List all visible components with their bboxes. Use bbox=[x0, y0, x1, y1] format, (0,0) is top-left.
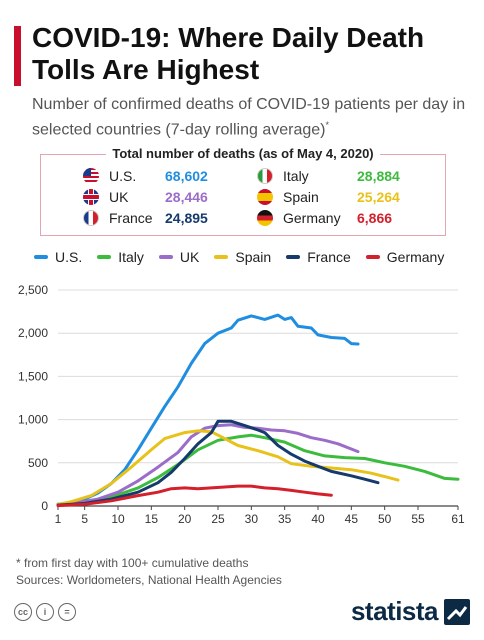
legend-label: U.S. bbox=[55, 249, 83, 265]
legend-label: Germany bbox=[386, 249, 445, 265]
germany-flag-icon bbox=[257, 210, 273, 226]
series-line-spain bbox=[56, 429, 400, 506]
legend-swatch bbox=[214, 255, 229, 259]
legend-item: Italy bbox=[97, 249, 144, 265]
total-row-uk: UK 28,446 bbox=[83, 187, 208, 207]
uk-flag-icon bbox=[83, 189, 99, 205]
total-row-germany: Germany 6,866 bbox=[257, 208, 392, 228]
legend-label: France bbox=[307, 249, 351, 265]
y-tick-label: 2,000 bbox=[18, 326, 48, 340]
total-country: U.S. bbox=[109, 168, 137, 184]
series-line-uk bbox=[56, 423, 360, 506]
total-value: 68,602 bbox=[165, 168, 208, 184]
legend-swatch bbox=[34, 255, 48, 259]
x-tick-label: 61 bbox=[451, 512, 465, 526]
total-country: France bbox=[109, 210, 153, 226]
italy-flag-icon bbox=[257, 168, 273, 184]
y-tick-label: 0 bbox=[41, 499, 48, 513]
totals-heading: Total number of deaths (as of May 4, 202… bbox=[106, 146, 380, 161]
x-tick-label: 35 bbox=[278, 512, 292, 526]
legend-label: Italy bbox=[118, 249, 144, 265]
attribution-icon[interactable]: i bbox=[36, 603, 54, 621]
total-row-france: France 24,895 bbox=[83, 208, 208, 228]
france-flag-icon bbox=[83, 210, 99, 226]
total-row-italy: Italy 28,884 bbox=[257, 166, 400, 186]
legend-label: UK bbox=[179, 249, 200, 265]
total-country: Germany bbox=[283, 210, 341, 226]
sources-note: Sources: Worldometers, National Health A… bbox=[16, 573, 282, 587]
statista-mark-icon bbox=[444, 598, 470, 625]
total-country: Spain bbox=[283, 189, 319, 205]
us-flag-icon bbox=[83, 168, 99, 184]
legend-label: Spain bbox=[235, 249, 272, 265]
total-value: 28,446 bbox=[165, 189, 208, 205]
total-row-us: U.S. 68,602 bbox=[83, 166, 208, 186]
total-value: 25,264 bbox=[357, 189, 400, 205]
y-tick-label: 1,500 bbox=[18, 369, 48, 383]
x-tick-label: 50 bbox=[378, 512, 392, 526]
page-title: COVID-19: Where Daily Death Tolls Are Hi… bbox=[32, 22, 425, 85]
x-tick-label: 45 bbox=[345, 512, 359, 526]
y-tick-label: 2,500 bbox=[18, 283, 48, 297]
x-tick-label: 25 bbox=[211, 512, 225, 526]
legend-item: Spain bbox=[214, 249, 271, 265]
legend-swatch bbox=[286, 255, 301, 259]
brand-name: statista bbox=[350, 596, 439, 626]
legend-item: Germany bbox=[365, 249, 445, 265]
y-tick-label: 500 bbox=[28, 456, 48, 470]
total-country: Italy bbox=[283, 168, 309, 184]
license-icons: cc i = bbox=[14, 603, 80, 621]
total-value: 24,895 bbox=[165, 210, 208, 226]
x-tick-label: 30 bbox=[245, 512, 259, 526]
page-subtitle: Number of confirmed deaths of COVID-19 p… bbox=[32, 96, 466, 139]
series-line-italy bbox=[56, 433, 460, 506]
x-tick-label: 40 bbox=[311, 512, 325, 526]
footnote: * from first day with 100+ cumulative de… bbox=[16, 556, 249, 570]
x-tick-label: 5 bbox=[81, 512, 88, 526]
creative-commons-icon[interactable]: cc bbox=[14, 603, 32, 621]
totals-box: Total number of deaths (as of May 4, 202… bbox=[40, 146, 446, 236]
total-value: 28,884 bbox=[357, 168, 400, 184]
legend-swatch bbox=[158, 255, 173, 259]
legend-item: France bbox=[286, 249, 351, 265]
x-tick-label: 55 bbox=[411, 512, 425, 526]
total-value: 6,866 bbox=[357, 210, 393, 226]
x-tick-label: 20 bbox=[178, 512, 192, 526]
series-line-france bbox=[56, 419, 380, 507]
y-tick-label: 1,000 bbox=[18, 413, 48, 427]
series-line-us bbox=[56, 313, 360, 506]
subtitle-footnote-mark: * bbox=[325, 120, 329, 130]
total-country: UK bbox=[109, 189, 129, 205]
legend-swatch bbox=[97, 255, 112, 259]
chart-legend: U.S. Italy UK Spain France Germany bbox=[34, 248, 459, 266]
statista-logo[interactable]: statista bbox=[351, 596, 470, 627]
total-row-spain: Spain 25,264 bbox=[257, 187, 400, 207]
x-tick-label: 1 bbox=[55, 512, 62, 526]
x-tick-label: 15 bbox=[145, 512, 159, 526]
legend-item: U.S. bbox=[34, 249, 82, 265]
x-tick-label: 10 bbox=[111, 512, 125, 526]
spain-flag-icon bbox=[257, 189, 273, 205]
legend-swatch bbox=[365, 255, 380, 259]
legend-item: UK bbox=[158, 249, 200, 265]
title-accent-bar bbox=[14, 26, 21, 86]
series-line-germany bbox=[56, 484, 333, 508]
no-derivatives-icon[interactable]: = bbox=[58, 603, 76, 621]
